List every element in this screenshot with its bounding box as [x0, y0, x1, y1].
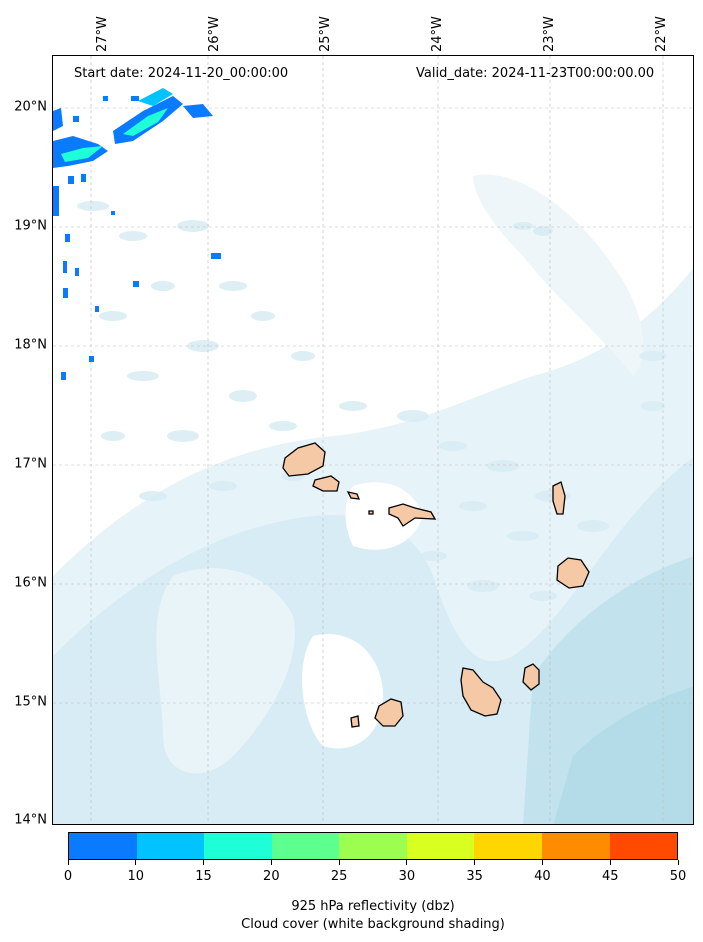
colorbar-tick-label: 20 — [263, 869, 280, 884]
island-sao-nicolau — [388, 503, 437, 527]
colorbar-tick — [67, 860, 69, 865]
colorbar-segment — [69, 833, 137, 859]
island-santa-luzia — [346, 491, 361, 500]
colorbar-sublabel: Cloud cover (white background shading) — [241, 917, 505, 932]
land-layer — [282, 442, 590, 728]
island-fogo — [374, 698, 404, 727]
island-sao-vicente — [312, 475, 340, 492]
colorbar-tick-label: 45 — [601, 869, 619, 884]
island-razo — [368, 510, 374, 515]
colorbar-tick — [474, 860, 476, 865]
reflectivity-layer — [53, 88, 221, 380]
lat-tick-label: 18°N — [14, 337, 47, 353]
colorbar-tick — [203, 860, 205, 865]
lon-tick-label: 25°W — [318, 16, 333, 52]
colorbar-segment — [339, 833, 407, 859]
island-brava — [350, 715, 360, 728]
graticule — [53, 56, 693, 824]
colorbar-tick-label: 10 — [127, 869, 145, 884]
lat-tick-label: 19°N — [14, 218, 47, 234]
colorbar-tick-label: 50 — [669, 869, 687, 884]
lon-tick-label: 24°W — [430, 16, 445, 52]
island-santiago — [460, 667, 502, 717]
colorbar-tick — [406, 860, 408, 865]
colorbar-tick-label: 30 — [398, 869, 416, 884]
colorbar-tick-label: 0 — [63, 869, 73, 884]
island-sal — [552, 481, 566, 515]
colorbar-segment — [204, 833, 272, 859]
colorbar-tick-label: 40 — [534, 869, 551, 884]
colorbar-segment — [609, 833, 678, 859]
colorbar-tick-label: 25 — [330, 869, 348, 884]
colorbar-tick-label: 35 — [466, 869, 483, 884]
lon-tick-label: 22°W — [654, 16, 669, 52]
colorbar-segment — [541, 833, 610, 859]
island-boa-vista — [556, 557, 590, 589]
lon-tick-label: 27°W — [95, 16, 110, 52]
map-frame — [52, 55, 694, 825]
colorbar — [68, 832, 678, 860]
start-date-label: Start date: 2024-11-20_00:00:00 — [74, 66, 289, 81]
colorbar-segment — [136, 833, 205, 859]
colorbar-segment — [474, 833, 542, 859]
map-canvas — [53, 56, 693, 824]
colorbar-tick — [135, 860, 137, 865]
colorbar-tick-label: 15 — [195, 869, 212, 884]
lat-tick-label: 16°N — [14, 575, 47, 591]
colorbar-tick — [338, 860, 340, 865]
lat-tick-label: 14°N — [14, 812, 47, 828]
island-maio — [522, 663, 540, 691]
colorbar-tick — [609, 860, 611, 865]
lat-tick-label: 17°N — [14, 456, 47, 472]
lon-tick-label: 23°W — [542, 16, 557, 52]
lat-tick-label: 20°N — [14, 99, 47, 115]
colorbar-tick — [270, 860, 272, 865]
valid-date-label: Valid_date: 2024-11-23T00:00:00.00 — [416, 66, 655, 81]
colorbar-tick — [541, 860, 543, 865]
lat-tick-label: 15°N — [14, 694, 47, 710]
colorbar-label: 925 hPa reflectivity (dbz) — [291, 899, 455, 914]
colorbar-segment — [406, 833, 475, 859]
colorbar-tick — [677, 860, 679, 865]
island-santo-antao — [282, 442, 326, 477]
cloud-cover-layer — [53, 174, 693, 824]
lon-tick-label: 26°W — [207, 16, 222, 52]
colorbar-segment — [271, 833, 340, 859]
